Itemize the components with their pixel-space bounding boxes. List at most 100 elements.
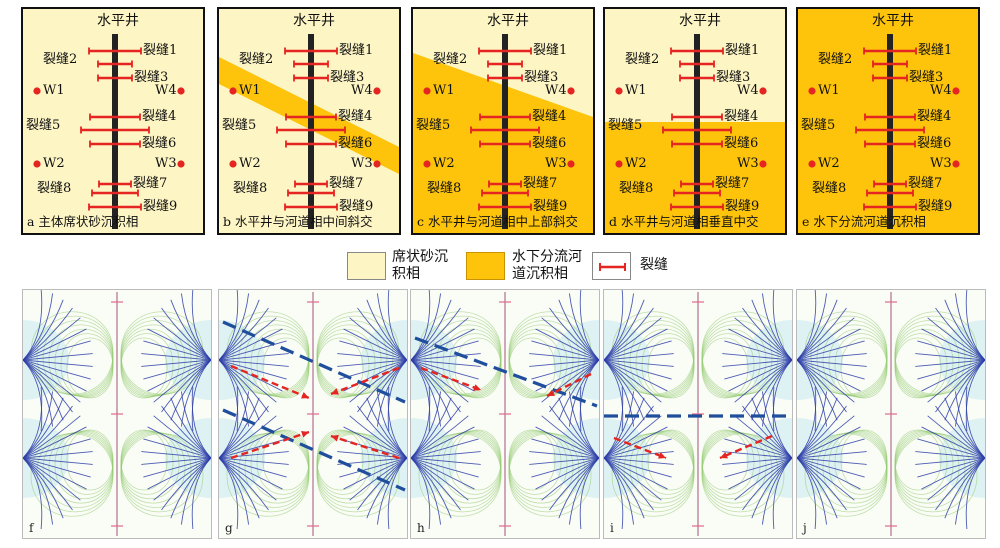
fracture-label-8: 裂缝8 [427, 181, 462, 196]
streamline [454, 429, 502, 491]
streamline [728, 457, 792, 490]
streamline [411, 457, 481, 465]
pressure-halo [361, 320, 407, 400]
streamline [568, 391, 599, 459]
well-w3-dot [373, 160, 381, 168]
legend-sheet-sand-swatch [347, 252, 386, 280]
streamline [529, 451, 599, 459]
streamline [647, 429, 695, 491]
streamline [508, 429, 556, 491]
streamline [797, 359, 867, 367]
streamline [894, 337, 942, 399]
fracture-label-6: 裂缝6 [338, 136, 373, 151]
fracture-4 [89, 113, 141, 121]
streamline [772, 457, 792, 530]
streamline [935, 359, 985, 413]
fracture-label-9: 裂缝9 [725, 199, 760, 214]
panel-caption: e 水下分流河道沉积相 [802, 214, 926, 229]
pressure-halo [411, 320, 457, 400]
streamline [219, 307, 269, 361]
legend-channel-swatch [466, 252, 505, 280]
streamline [701, 431, 761, 499]
streamline [153, 457, 211, 501]
streamline [894, 333, 948, 398]
facies-boundary-line [222, 408, 406, 492]
streamline [411, 451, 481, 459]
streamline [535, 359, 599, 392]
fracture-label-9: 裂缝9 [143, 199, 178, 214]
streamline [411, 328, 475, 361]
streamline [219, 391, 250, 459]
fracture-5 [855, 126, 925, 134]
streamline [604, 359, 624, 432]
streamline [701, 433, 785, 517]
streamline [411, 359, 481, 367]
pressure-halo [797, 418, 843, 498]
well-w4-dot [567, 87, 575, 95]
streamline [343, 426, 407, 459]
well-label-w2: W2 [239, 156, 261, 171]
fracture-label-6: 裂缝6 [917, 136, 952, 151]
streamline [535, 426, 599, 459]
horizontal-well-title: 水平井 [487, 13, 529, 29]
streamline [915, 359, 985, 367]
horizontal-well-title: 水平井 [293, 13, 335, 29]
streamline [722, 353, 792, 361]
streamline [701, 337, 749, 399]
streamline [357, 405, 407, 459]
fracture-5 [276, 126, 346, 134]
fracture-1 [88, 47, 142, 55]
fracture-8 [287, 189, 335, 197]
streamline [797, 340, 865, 361]
fracture-1 [863, 47, 917, 55]
streamline [724, 340, 792, 361]
streamline [219, 451, 289, 459]
fracture-label-3: 裂缝3 [134, 70, 169, 85]
streamline [535, 328, 599, 361]
well-w1-dot [229, 87, 237, 95]
streamline [23, 457, 81, 501]
streamline [531, 457, 599, 478]
streamline [797, 457, 867, 465]
fracture-label-8: 裂缝8 [37, 181, 72, 196]
streamline [23, 359, 93, 367]
streamline [219, 359, 287, 380]
streamline [541, 317, 599, 361]
streamline [337, 451, 407, 459]
fracture-8 [481, 189, 529, 197]
streamline [411, 415, 469, 459]
well-w4-dot [759, 87, 767, 95]
streamline [604, 299, 645, 361]
streamline [604, 415, 662, 459]
streamline [147, 426, 211, 459]
panel-caption: d 水平井与河道相垂直中交 [609, 214, 759, 229]
streamline [219, 317, 277, 361]
simulation-caption: j [803, 521, 807, 535]
streamline [604, 359, 662, 403]
streamline [797, 359, 847, 413]
streamline [797, 415, 855, 459]
streamline [387, 359, 407, 432]
streamline [147, 359, 211, 392]
pressure-halo [361, 418, 407, 498]
streamline [701, 324, 767, 397]
streamline [535, 457, 599, 490]
streamline [894, 431, 960, 504]
streamline [411, 340, 479, 361]
streamline [797, 457, 817, 530]
streamline [917, 359, 985, 380]
streamline [797, 457, 847, 511]
well-w4-dot [373, 87, 381, 95]
streamline [549, 457, 599, 511]
streamline [191, 359, 211, 432]
well-label-w2: W2 [818, 156, 840, 171]
streamline [153, 317, 211, 361]
streamline [316, 430, 370, 495]
streamline [529, 359, 599, 367]
streamline [316, 333, 370, 398]
streamline [411, 317, 469, 361]
fracture-9 [863, 203, 917, 211]
streamline [23, 451, 93, 459]
well-label-w2: W2 [625, 156, 647, 171]
streamline [954, 391, 985, 459]
